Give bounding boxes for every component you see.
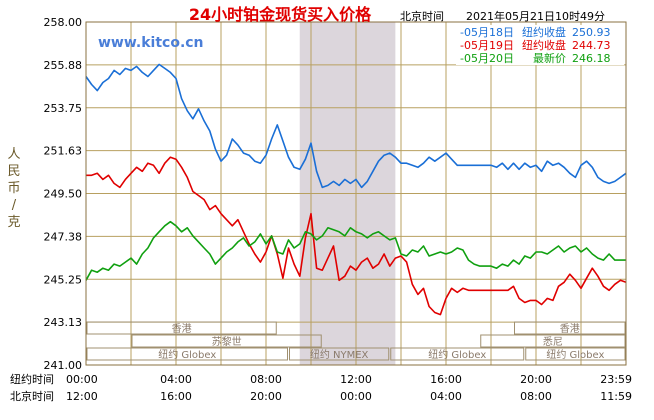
y-tick-label: 241.00 bbox=[44, 359, 83, 372]
y-axis-label-char: / bbox=[12, 198, 17, 213]
legend-close-value: 246.18 bbox=[572, 52, 611, 65]
x-tick-newyork: 23:59 bbox=[600, 373, 632, 386]
series-line-2 bbox=[86, 156, 627, 316]
chart-title: 24小时铂金现货买入价格 bbox=[189, 5, 372, 24]
y-tick-label: 249.50 bbox=[44, 188, 83, 201]
session-box bbox=[525, 347, 626, 361]
y-tick-label: 258.00 bbox=[44, 16, 83, 29]
x-tick-newyork: 20:00 bbox=[520, 373, 552, 386]
y-tick-label: 245.25 bbox=[44, 273, 83, 286]
legend-close-label: 纽约收盘 bbox=[522, 38, 566, 52]
x-row-label-newyork: 纽约时间 bbox=[10, 372, 54, 386]
session-label: 香港 bbox=[172, 323, 192, 335]
y-tick-label: 243.13 bbox=[44, 316, 83, 329]
legend-series-name: -05月19日 bbox=[460, 39, 514, 52]
timestamp: 2021年05月21日10时49分 bbox=[466, 9, 605, 23]
legend-series-name: -05月20日 bbox=[460, 52, 514, 65]
timestamp-prefix: 北京时间 bbox=[400, 9, 444, 23]
x-tick-newyork: 16:00 bbox=[430, 373, 462, 386]
session-label: 纽约 NYMEX bbox=[310, 348, 369, 361]
session-box bbox=[480, 334, 626, 348]
x-tick-beijing: 04:00 bbox=[430, 390, 462, 403]
session-label: 纽约 Globex bbox=[546, 348, 604, 361]
session-label: 纽约 Globex bbox=[158, 348, 216, 361]
session-label: 香港 bbox=[560, 323, 580, 335]
series-line-1 bbox=[85, 63, 627, 189]
y-axis-label-char: 克 bbox=[7, 215, 20, 230]
legend-background bbox=[456, 25, 624, 65]
y-axis-label-char: 民 bbox=[7, 164, 20, 179]
session-box bbox=[86, 321, 277, 335]
session-label: 纽约 Globex bbox=[428, 348, 486, 361]
x-tick-beijing: 20:00 bbox=[250, 390, 282, 403]
session-box bbox=[390, 347, 525, 361]
x-tick-newyork: 12:00 bbox=[340, 373, 372, 386]
legend-series-name: -05月18日 bbox=[460, 26, 514, 39]
session-label: 悉尼 bbox=[543, 336, 563, 348]
y-axis-label: 人民币 / 克 bbox=[7, 147, 20, 230]
x-tick-newyork: 00:00 bbox=[66, 373, 98, 386]
y-tick-label: 255.88 bbox=[44, 59, 83, 72]
session-label: 苏黎世 bbox=[212, 335, 242, 348]
x-tick-beijing: 00:00 bbox=[340, 390, 372, 403]
series-line-3 bbox=[85, 220, 626, 281]
y-axis-label-char: 币 bbox=[7, 181, 20, 196]
y-tick-label: 253.75 bbox=[44, 102, 83, 115]
y-tick-label: 251.63 bbox=[44, 145, 83, 158]
legend-close-label: 最新价 bbox=[533, 51, 566, 65]
session-box bbox=[131, 334, 322, 348]
y-axis-label-char: 人 bbox=[7, 147, 20, 162]
y-tick-label: 247.38 bbox=[44, 230, 83, 243]
legend-close-value: 244.73 bbox=[572, 39, 611, 52]
session-box bbox=[289, 347, 390, 361]
plot-frame bbox=[85, 21, 627, 366]
x-tick-newyork: 04:00 bbox=[160, 373, 192, 386]
x-tick-beijing: 16:00 bbox=[160, 390, 192, 403]
x-tick-beijing: 12:00 bbox=[66, 390, 98, 403]
session-box bbox=[514, 321, 626, 335]
session-box bbox=[86, 347, 288, 361]
legend-close-label: 纽约收盘 bbox=[522, 25, 566, 39]
x-tick-beijing: 11:59 bbox=[600, 390, 632, 403]
x-row-label-beijing: 北京时间 bbox=[10, 389, 54, 403]
x-tick-beijing: 08:00 bbox=[520, 390, 552, 403]
legend-close-value: 250.93 bbox=[572, 26, 611, 39]
x-tick-newyork: 08:00 bbox=[250, 373, 282, 386]
watermark: www.kitco.cn bbox=[98, 35, 204, 51]
